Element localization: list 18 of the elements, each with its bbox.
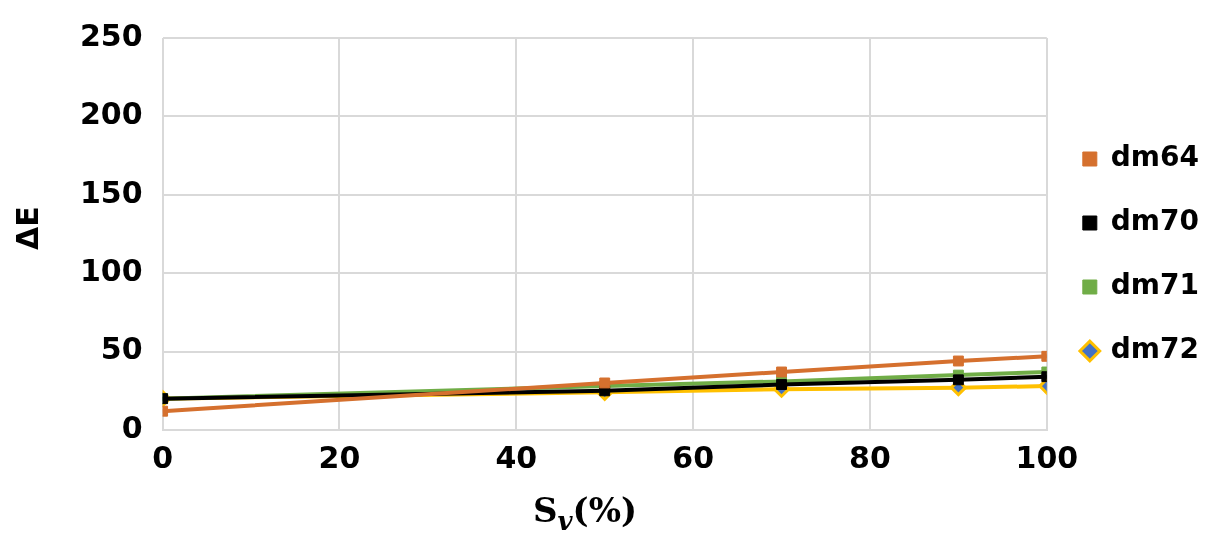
y-tick-label: 100: [80, 253, 143, 288]
legend-label: dm70: [1110, 204, 1199, 238]
x-tick-label: 60: [672, 439, 715, 475]
legend-label: dm72: [1110, 332, 1199, 366]
y-tick-label: 200: [80, 96, 143, 132]
y-tick-label: 0: [121, 409, 143, 445]
x-tick-label: 80: [849, 439, 891, 475]
y-tick-label: 250: [80, 17, 143, 53]
x-tick-label: 100: [1015, 439, 1079, 475]
legend-label: dm71: [1110, 268, 1199, 302]
x-tick-label: 40: [495, 439, 538, 475]
x-axis-title: S$_{v}$(%): [531, 490, 639, 536]
y-axis-title: ΔE: [10, 206, 45, 250]
y-tick-label: 50: [100, 331, 143, 367]
legend-label: dm64: [1110, 140, 1199, 174]
x-tick-label: 0: [152, 439, 174, 475]
x-tick-label: 20: [318, 439, 361, 475]
y-tick-label: 150: [80, 174, 143, 210]
